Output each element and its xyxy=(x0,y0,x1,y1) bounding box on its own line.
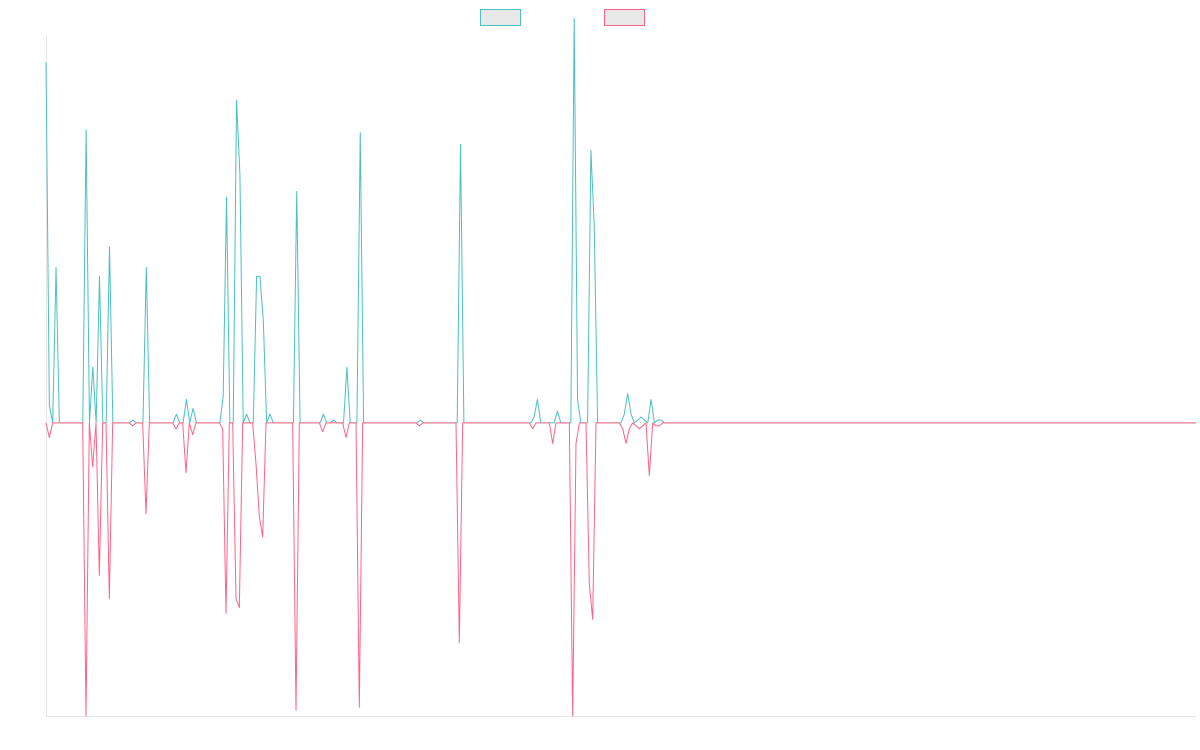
series-line-b xyxy=(45,422,1196,717)
axes xyxy=(46,36,1196,717)
legend-swatch-series-a xyxy=(480,9,521,26)
legend-item-series-b[interactable] xyxy=(604,9,645,26)
legend-item-series-a[interactable] xyxy=(480,9,521,26)
legend xyxy=(480,9,645,26)
legend-swatch-series-b xyxy=(604,9,645,26)
plot-area xyxy=(45,17,1196,717)
series-line-a xyxy=(45,17,1196,424)
